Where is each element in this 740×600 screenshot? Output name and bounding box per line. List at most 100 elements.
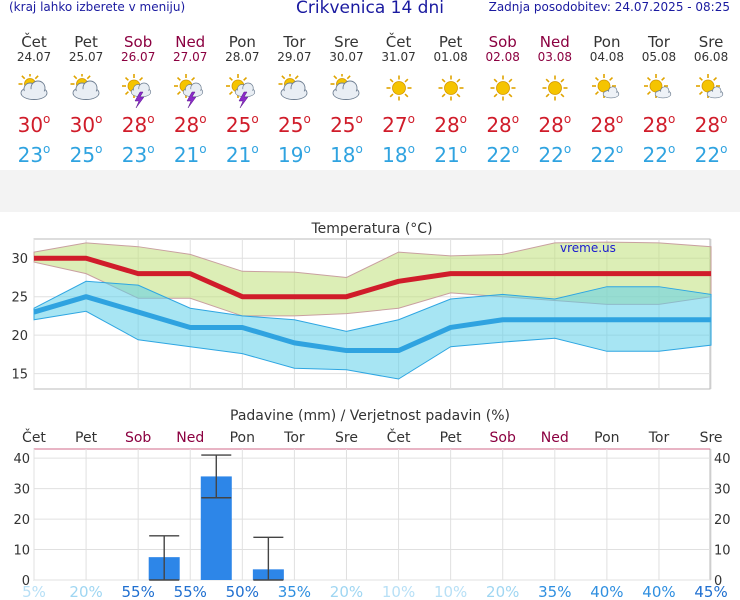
max-temperature: 28o (477, 112, 529, 137)
temperature-y-tick: 30 (11, 252, 28, 267)
precipitation-y-tick-right: 30 (714, 483, 731, 498)
sun-icon (425, 74, 477, 108)
day-date: 29.07 (277, 50, 312, 64)
min-temperature: 22o (633, 142, 685, 167)
degree-sign: o (720, 112, 728, 126)
precipitation-y-tick-right: 20 (714, 513, 731, 528)
precipitation-x-label: Čet (22, 428, 46, 446)
sun-icon (477, 74, 529, 108)
day-date: 04.08 (589, 50, 625, 64)
last-updated: Zadnja posodobitev: 24.07.2025 - 08:25 (488, 0, 730, 14)
day-date: 31.07 (381, 50, 416, 64)
degree-sign: o (303, 142, 311, 156)
min-temperature: 22o (685, 142, 737, 167)
degree-sign: o (147, 112, 155, 126)
min-temperature-value: 22 (694, 143, 721, 167)
day-header: Sre 06.08 (685, 34, 737, 64)
temperature-y-tick: 20 (11, 329, 28, 344)
temperature-y-tick: 15 (11, 368, 28, 383)
day-name: Pon (228, 33, 256, 51)
min-temperature-value: 23 (121, 143, 148, 167)
day-date: 01.08 (433, 50, 468, 64)
temperature-y-tick: 25 (11, 291, 28, 306)
degree-sign: o (147, 142, 155, 156)
min-temperature-value: 22 (538, 143, 564, 167)
partly-cloudy-icon (268, 72, 320, 108)
day-header: Tor 05.08 (633, 34, 685, 64)
max-temperature-line (34, 255, 712, 300)
precipitation-probability: 40% (590, 583, 623, 600)
day-date: 28.07 (225, 50, 260, 64)
max-temperature: 28o (685, 112, 737, 137)
page-title: Crikvenica 14 dni (296, 0, 444, 18)
min-temperature-value: 23 (17, 143, 44, 167)
precipitation-probability: 55% (121, 583, 154, 600)
degree-sign: o (459, 112, 468, 126)
menu-hint[interactable]: (kraj lahko izberete v meniju) (9, 0, 186, 14)
min-temperature: 22o (529, 142, 581, 167)
degree-sign: o (43, 142, 51, 156)
precipitation-probability: 55% (174, 583, 207, 600)
day-header: Sob 26.07 (112, 34, 164, 64)
min-temperature: 18o (373, 142, 425, 167)
sun-icon (373, 74, 425, 108)
precipitation-probability: 5% (22, 583, 46, 600)
degree-sign: o (251, 142, 259, 156)
precipitation-x-label: Čet (387, 428, 411, 446)
temperature-chart-title: Temperatura (°C) (310, 221, 432, 237)
day-date: 03.08 (537, 50, 572, 64)
min-temperature-value: 18 (382, 143, 408, 167)
max-temperature: 28o (425, 112, 477, 137)
max-temperature-value: 28 (486, 113, 512, 137)
min-temperature: 22o (581, 142, 633, 167)
degree-sign: o (563, 142, 572, 156)
max-temperature: 28o (112, 112, 164, 137)
degree-sign: o (199, 142, 207, 156)
partly-cloudy-icon (60, 72, 112, 108)
day-header: Pon 04.08 (581, 34, 633, 64)
precipitation-probability: 10% (434, 583, 467, 600)
day-date: 27.07 (173, 50, 208, 64)
day-date: 02.08 (485, 50, 520, 64)
day-name: Čet (385, 33, 412, 51)
max-temperature-value: 28 (173, 113, 200, 137)
day-name: Tor (283, 33, 306, 51)
precipitation-plot-area (33, 448, 711, 581)
degree-sign: o (199, 112, 207, 126)
precipitation-x-label: Sob (125, 430, 151, 446)
max-temperature-value: 28 (694, 113, 721, 137)
precipitation-x-label: Sre (335, 430, 358, 446)
day-header: Čet 24.07 (8, 34, 60, 64)
precipitation-x-label: Pon (230, 430, 255, 446)
degree-sign: o (668, 112, 676, 126)
degree-sign: o (251, 112, 259, 126)
min-temperature: 19o (268, 142, 320, 167)
degree-sign: o (407, 112, 415, 126)
min-temperature-value: 22 (642, 143, 668, 167)
day-header: Pet 25.07 (60, 34, 112, 64)
min-temperature-range (33, 280, 712, 380)
day-name: Tor (647, 33, 670, 51)
precipitation-x-label: Pet (75, 430, 98, 446)
sun-icon (529, 74, 581, 108)
max-temperature: 25o (320, 112, 372, 137)
precipitation-y-tick-left: 20 (13, 513, 30, 528)
max-temperature-value: 28 (434, 113, 460, 137)
min-temperature-value: 18 (330, 143, 356, 167)
precipitation-probability: 50% (226, 583, 259, 600)
day-date: 26.07 (120, 50, 156, 64)
precipitation-x-label: Tor (648, 430, 670, 446)
max-temperature: 25o (268, 112, 320, 137)
min-temperature-line (33, 294, 712, 354)
precipitation-probability: 40% (642, 583, 675, 600)
degree-sign: o (355, 142, 363, 156)
day-header: Čet 31.07 (373, 34, 425, 64)
precipitation-x-label: Sre (700, 430, 723, 446)
max-temperature-value: 28 (642, 113, 668, 137)
day-date: 30.07 (329, 50, 364, 64)
day-name: Sob (124, 33, 153, 51)
min-temperature-value: 21 (173, 143, 200, 167)
degree-sign: o (563, 112, 572, 126)
max-temperature: 30o (60, 112, 112, 137)
day-header: Sre 30.07 (320, 34, 372, 64)
